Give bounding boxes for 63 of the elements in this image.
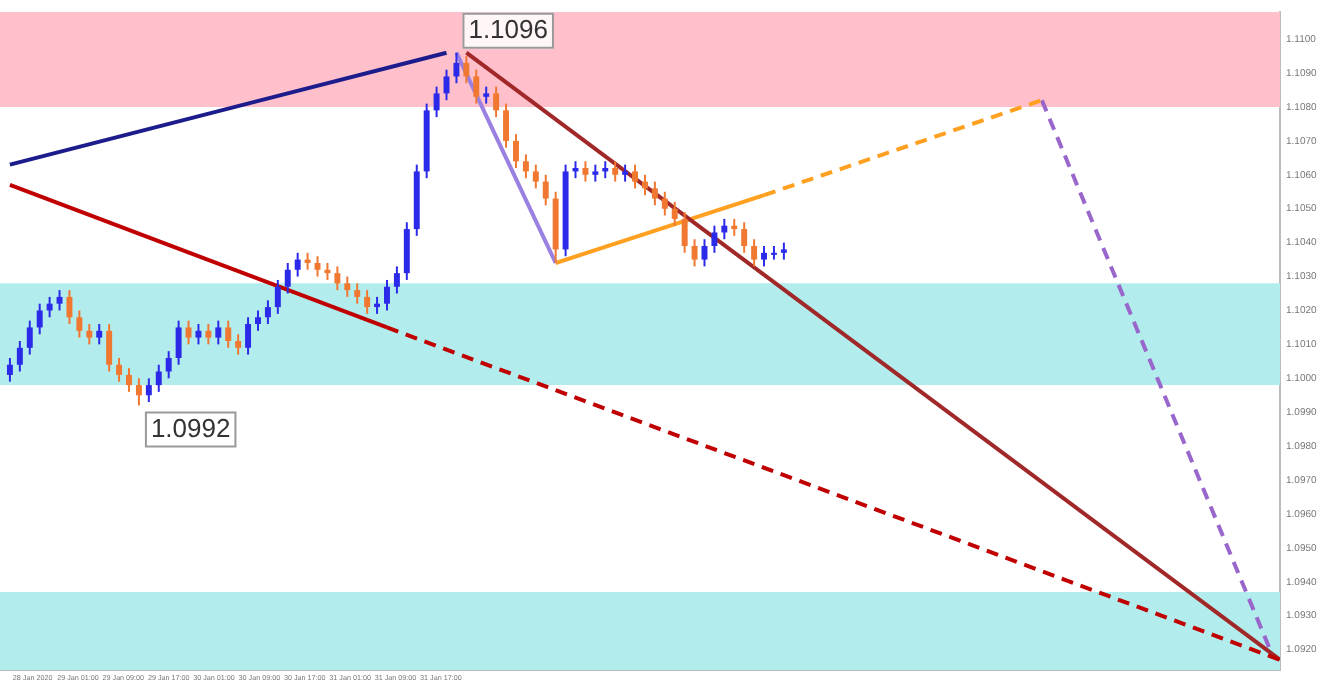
candlestick [542, 173, 549, 207]
candlestick [145, 377, 152, 404]
candlestick [66, 289, 73, 326]
annotation: 1.0992 [150, 412, 231, 443]
candlestick [493, 85, 500, 119]
candlestick [195, 323, 202, 346]
candlestick [612, 160, 619, 183]
candlestick [641, 173, 648, 197]
candlestick [264, 299, 271, 326]
candlestick [473, 68, 480, 105]
candlestick [761, 245, 768, 268]
candlestick [86, 323, 93, 346]
candlestick [155, 363, 162, 393]
candlestick [354, 282, 361, 305]
candlestick [453, 51, 460, 85]
candlestick [205, 323, 212, 346]
candlestick [175, 319, 182, 366]
candlestick [16, 340, 23, 373]
annotation: 1.1096 [468, 13, 548, 44]
candlestick [116, 356, 123, 383]
candlestick [522, 153, 529, 180]
candlestick [741, 221, 748, 254]
candlestick [393, 265, 400, 295]
candlestick [245, 316, 252, 356]
candlestick [56, 289, 63, 312]
candlestick [6, 356, 13, 383]
candlestick [512, 133, 519, 170]
candlestick [721, 217, 728, 241]
candlestick [215, 319, 222, 346]
candlestick [671, 200, 678, 227]
candlestick [255, 309, 261, 332]
candlestick [225, 319, 232, 349]
candlestick [711, 224, 718, 254]
candlestick [235, 333, 242, 356]
candlestick [26, 319, 33, 356]
candlestick [185, 319, 192, 346]
candlestick [433, 85, 440, 119]
candlestick [294, 251, 301, 278]
candlestick [274, 278, 281, 315]
candlestick [384, 278, 390, 312]
candlestick [691, 238, 698, 268]
candlestick [284, 261, 291, 295]
candlestick [532, 163, 539, 190]
candlestick [96, 323, 103, 346]
candlestick [364, 289, 371, 315]
candlestick [135, 377, 142, 407]
candlestick [126, 367, 132, 393]
candlestick [463, 55, 470, 85]
candlestick [165, 350, 172, 380]
candlestick [334, 265, 341, 292]
candlestick [76, 309, 83, 339]
candlestick [632, 163, 639, 190]
candlestick [751, 238, 758, 268]
candlestick [36, 302, 43, 336]
candlestick [106, 323, 113, 373]
candlestick [651, 180, 658, 207]
candlestick [344, 275, 351, 298]
candlestick [46, 295, 53, 319]
candlestick [661, 190, 668, 217]
candlestick [681, 211, 688, 254]
candlestick [403, 221, 410, 281]
candlestick [503, 102, 510, 149]
candlestick [582, 160, 589, 183]
